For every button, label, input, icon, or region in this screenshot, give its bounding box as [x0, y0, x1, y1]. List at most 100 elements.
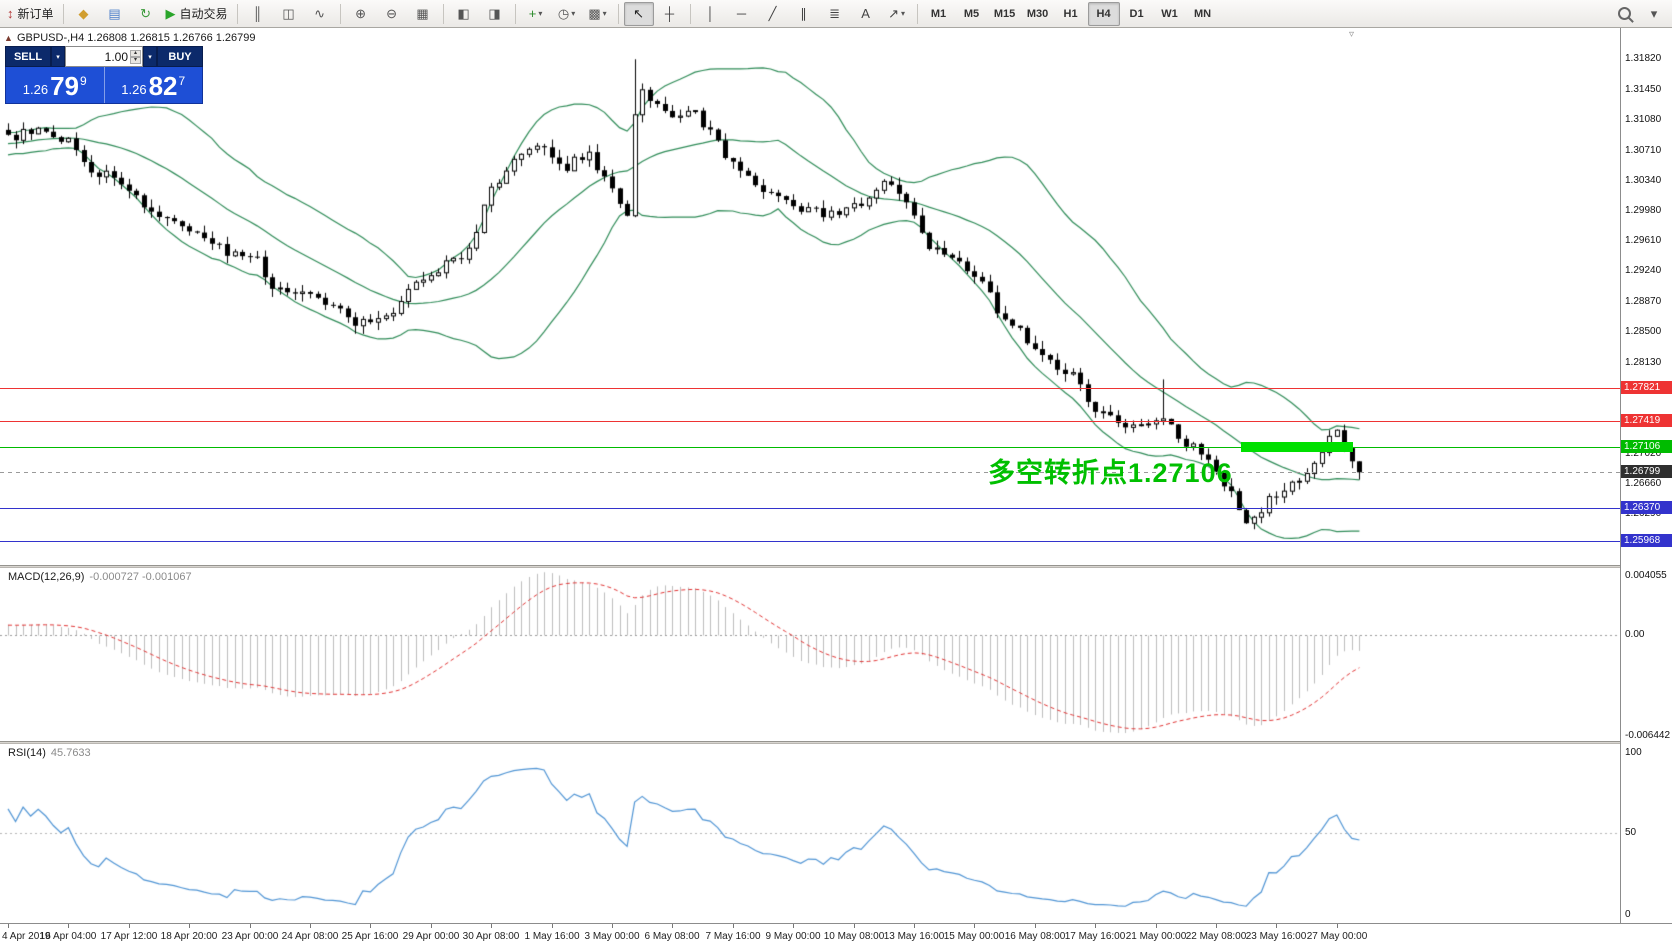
panel-splitter[interactable] — [0, 565, 1672, 568]
zoom-in-button[interactable]: ⊕ — [346, 2, 376, 26]
trade-panel-prices: 1.26 79 9 1.26 82 7 — [5, 67, 203, 104]
autotrading-button[interactable]: ▶ 自动交易 — [162, 2, 232, 26]
sell-options-dropdown[interactable]: ▾ — [51, 46, 65, 67]
chart-shift-marker-icon[interactable]: ▿ — [1349, 29, 1355, 40]
macd-name: MACD(12,26,9) — [8, 571, 85, 583]
time-axis-label: 17 Apr 12:00 — [100, 931, 158, 942]
arrows-button[interactable]: ↗ ▾ — [882, 2, 912, 26]
timeframe-m5-button[interactable]: M5 — [963, 7, 980, 20]
macd-indicator-canvas[interactable] — [0, 568, 1620, 742]
time-axis[interactable]: 4 Apr 2019 16 Apr 04:00 17 Apr 12:00 18 Apr… — [0, 923, 1672, 952]
time-axis-label: 6 May 08:00 — [644, 931, 700, 942]
indicators-button[interactable]: + ▾ — [521, 2, 551, 26]
timeframe-m15-button[interactable]: M15 — [993, 7, 1016, 20]
channel-icon: ∥ — [800, 6, 807, 21]
time-axis-tick — [68, 924, 69, 928]
cursor-button[interactable]: ↖ — [623, 1, 654, 26]
autotrading-button-label: 自动交易 — [179, 7, 228, 21]
new-order-icon: ↕ — [7, 6, 14, 21]
price-axis-label: 1.29980 — [1625, 204, 1662, 216]
vertical-line-icon: │ — [706, 6, 715, 21]
templates-button[interactable]: ▩ ▾ — [583, 2, 613, 26]
price-axis-label: 1.31820 — [1625, 53, 1662, 65]
buy-button[interactable]: BUY — [157, 46, 203, 67]
volume-input[interactable]: 1.00 ▴ ▾ — [65, 46, 143, 67]
horizontal-level-line-1.27821[interactable] — [0, 388, 1620, 389]
data-window-button[interactable]: ▤ — [100, 2, 130, 26]
buy-price-sup: 7 — [178, 74, 186, 88]
horizontal-level-line-1.26370[interactable] — [0, 508, 1620, 509]
support-highlight-rectangle[interactable] — [1241, 442, 1353, 452]
chevron-down-icon: ▾ — [602, 9, 607, 18]
price-axis-label: 0.004055 — [1625, 570, 1667, 581]
line-chart-button[interactable]: ∿ — [305, 2, 335, 26]
toolbar-separator — [339, 3, 341, 24]
sell-button[interactable]: SELL — [5, 46, 51, 67]
horizontal-line-button[interactable]: ─ — [727, 2, 757, 26]
price-divider — [103, 67, 105, 103]
time-axis-label: 10 May 08:00 — [823, 931, 885, 942]
arrange-charts-button[interactable]: ◧ — [449, 2, 479, 26]
toolbar-separator — [916, 3, 918, 24]
rsi-name: RSI(14) — [8, 747, 46, 759]
trade-panel-controls: SELL ▾ 1.00 ▴ ▾ ▾ BUY — [5, 46, 203, 67]
timeframe-d1-button[interactable]: D1 — [1129, 7, 1144, 20]
volume-down-icon[interactable]: ▾ — [130, 56, 141, 64]
candlestick-chart-canvas[interactable] — [0, 28, 1620, 566]
toolbar-options-button[interactable]: ▾ — [1639, 2, 1669, 26]
vertical-line-button[interactable]: │ — [696, 2, 726, 26]
time-axis-tick — [1035, 924, 1036, 928]
timeframe-h1-button[interactable]: H1 — [1063, 7, 1078, 20]
pivot-annotation-text[interactable]: 多空转折点1.27106 — [988, 458, 1233, 488]
macd-values: -0.000727 -0.001067 — [89, 571, 192, 583]
horizontal-level-line-1.27106[interactable] — [0, 447, 1620, 448]
panel-splitter[interactable] — [0, 741, 1672, 744]
channel-button[interactable]: ∥ — [789, 2, 819, 26]
crosshair-button[interactable]: ┼ — [655, 2, 685, 26]
toolbar-group: ↖ ┼ — [623, 1, 685, 26]
sell-price-button[interactable]: 1.26 79 9 — [6, 67, 104, 103]
toolbar-group: ⊕ ⊖ ▦ — [346, 2, 438, 26]
arrange-icon: ◧ — [457, 6, 470, 21]
horizontal-level-line-1.25968[interactable] — [0, 541, 1620, 542]
timeframe-w1-button[interactable]: W1 — [1161, 7, 1178, 20]
one-click-panel-toggle-icon[interactable]: ▲ — [4, 33, 13, 43]
timeframe-m1-button[interactable]: M1 — [930, 7, 947, 20]
buy-price-button[interactable]: 1.26 82 7 — [105, 67, 203, 103]
rsi-indicator-canvas[interactable] — [0, 744, 1620, 922]
bar-chart-button[interactable]: ║ — [243, 2, 273, 26]
zoom-out-button[interactable]: ⊖ — [377, 2, 407, 26]
volume-up-icon[interactable]: ▴ — [130, 49, 141, 57]
market-watch-button[interactable]: ◆ — [69, 2, 99, 26]
horizontal-level-line-1.27419[interactable] — [0, 421, 1620, 422]
fibonacci-button[interactable]: ≣ — [820, 2, 850, 26]
time-axis-label: 21 May 00:00 — [1125, 931, 1187, 942]
time-axis-label: 16 Apr 04:00 — [39, 931, 97, 942]
buy-options-dropdown[interactable]: ▾ — [143, 46, 157, 67]
timeframe-h4-button[interactable]: H4 — [1087, 1, 1120, 26]
price-axis-label: 0 — [1625, 909, 1631, 920]
new-order-button[interactable]: ↕ 新订单 — [3, 2, 58, 26]
cascade-charts-button[interactable]: ◨ — [480, 2, 510, 26]
price-axis[interactable]: 1.31820 1.31450 1.31080 1.30710 1.30340 1.299… — [1620, 28, 1672, 923]
chevron-down-icon: ▾ — [900, 9, 905, 18]
text-button[interactable]: A — [851, 2, 881, 26]
trendline-button[interactable]: ╱ — [758, 2, 788, 26]
timeframe-m30-button[interactable]: M30 — [1026, 7, 1049, 20]
tile-windows-button[interactable]: ▦ — [408, 2, 438, 26]
clock-icon: ◷ — [557, 6, 570, 21]
new-order-button-label: 新订单 — [17, 7, 54, 21]
time-axis-label: 13 May 16:00 — [883, 931, 945, 942]
navigator-button[interactable]: ↻ — [131, 2, 161, 26]
time-axis-label: 4 Apr 2019 — [2, 931, 51, 942]
periods-button[interactable]: ◷ ▾ — [552, 2, 582, 26]
time-axis-tick — [250, 924, 251, 928]
timeframe-group: M1 M5 M15 M30 H1 H4 D1 W1 MN — [923, 1, 1219, 26]
price-axis-label: -0.006442 — [1625, 730, 1671, 741]
rsi-label: RSI(14) 45.7633 — [8, 747, 91, 759]
search-button[interactable] — [1609, 2, 1639, 26]
time-axis-label: 23 Apr 00:00 — [221, 931, 279, 942]
candlestick-chart-button[interactable]: ◫ — [274, 2, 304, 26]
timeframe-mn-button[interactable]: MN — [1193, 7, 1212, 20]
price-axis-label: 1.30340 — [1625, 175, 1662, 186]
